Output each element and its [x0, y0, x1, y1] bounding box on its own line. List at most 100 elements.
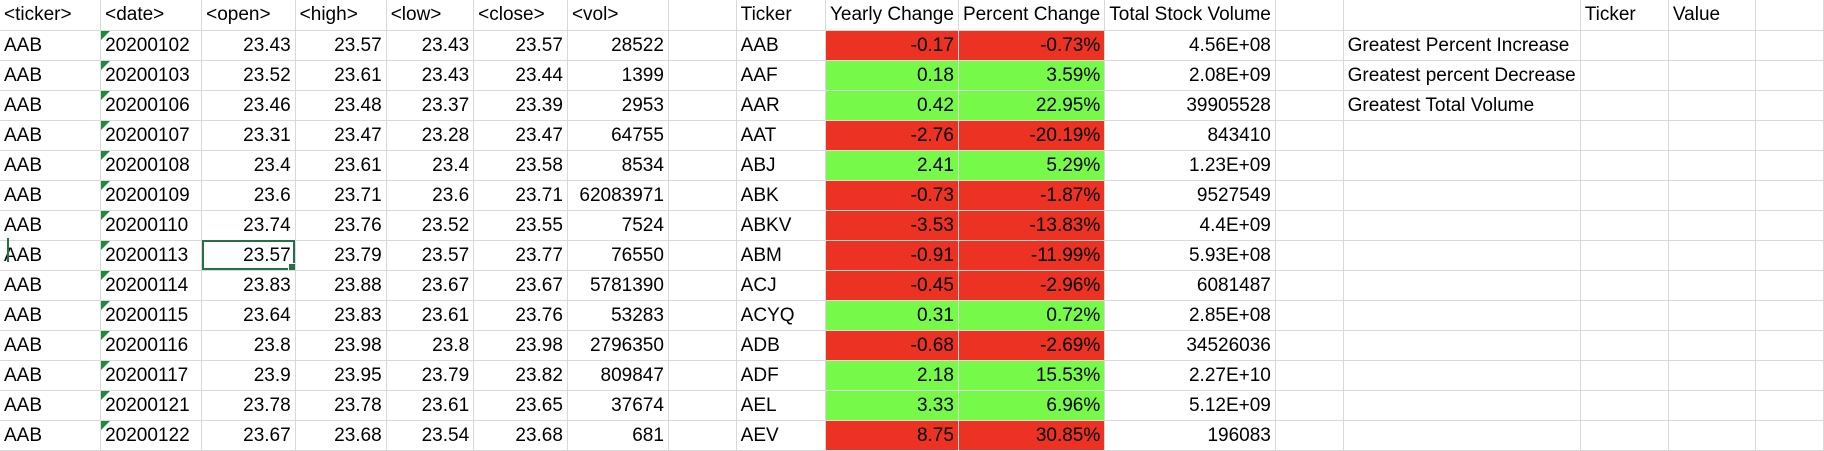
- cell-percent-change[interactable]: -2.96%: [958, 270, 1106, 301]
- empty-cell[interactable]: [668, 180, 737, 211]
- empty-cell[interactable]: [1668, 90, 1756, 121]
- empty-cell[interactable]: [668, 270, 737, 301]
- cell-date[interactable]: 20200122: [100, 420, 203, 451]
- empty-cell[interactable]: [1668, 120, 1756, 151]
- empty-cell[interactable]: [1668, 300, 1756, 331]
- empty-cell[interactable]: [1275, 330, 1344, 361]
- empty-cell[interactable]: [668, 360, 737, 391]
- empty-cell[interactable]: [1580, 330, 1669, 361]
- header-total-stock-volume[interactable]: Total Stock Volume: [1104, 0, 1276, 31]
- cell-vol[interactable]: 76550: [567, 240, 669, 271]
- cell-vol[interactable]: 37674: [567, 390, 669, 421]
- cell-low[interactable]: 23.54: [386, 420, 475, 451]
- empty-cell[interactable]: [668, 0, 737, 31]
- cell-total-volume[interactable]: 4.4E+09: [1104, 210, 1276, 241]
- cell-vol[interactable]: 681: [567, 420, 669, 451]
- cell-open[interactable]: 23.31: [201, 120, 296, 151]
- empty-cell[interactable]: [1668, 390, 1756, 421]
- cell-open[interactable]: 23.83: [201, 270, 296, 301]
- cell-low[interactable]: 23.61: [386, 390, 475, 421]
- cell-low[interactable]: 23.37: [386, 90, 475, 121]
- cell-high[interactable]: 23.79: [295, 240, 387, 271]
- cell-percent-change[interactable]: 3.59%: [958, 60, 1106, 91]
- empty-cell[interactable]: [1275, 390, 1344, 421]
- cell-high[interactable]: 23.71: [295, 180, 387, 211]
- empty-cell[interactable]: [1755, 360, 1824, 391]
- cell-close[interactable]: 23.57: [473, 30, 568, 61]
- cell-date[interactable]: 20200108: [100, 150, 203, 181]
- cell-ticker[interactable]: AAB: [0, 270, 102, 301]
- cell-date[interactable]: 20200117: [100, 360, 203, 391]
- cell-date[interactable]: 20200102: [100, 30, 203, 61]
- cell-open[interactable]: 23.8: [201, 330, 296, 361]
- cell-ticker[interactable]: AAB: [0, 240, 102, 271]
- cell-total-volume[interactable]: 6081487: [1104, 270, 1276, 301]
- empty-cell[interactable]: [1755, 390, 1824, 421]
- cell-close[interactable]: 23.77: [473, 240, 568, 271]
- cell-summary-ticker[interactable]: ABK: [736, 180, 826, 211]
- cell-close[interactable]: 23.39: [473, 90, 568, 121]
- cell-total-volume[interactable]: 843410: [1104, 120, 1276, 151]
- cell-percent-change[interactable]: -1.87%: [958, 180, 1106, 211]
- empty-cell[interactable]: [668, 150, 737, 181]
- cell-vol[interactable]: 1399: [567, 60, 669, 91]
- cell-total-volume[interactable]: 9527549: [1104, 180, 1276, 211]
- cell-low[interactable]: 23.8: [386, 330, 475, 361]
- cell-ticker[interactable]: AAB: [0, 390, 102, 421]
- cell-close[interactable]: 23.71: [473, 180, 568, 211]
- empty-cell[interactable]: [668, 60, 737, 91]
- cell-date[interactable]: 20200106: [100, 90, 203, 121]
- header-open[interactable]: <open>: [201, 0, 296, 31]
- cell-total-volume[interactable]: 1.23E+09: [1104, 150, 1276, 181]
- empty-cell[interactable]: [1755, 270, 1824, 301]
- cell-date[interactable]: 20200115: [100, 300, 203, 331]
- empty-cell[interactable]: [1580, 180, 1669, 211]
- cell-date[interactable]: 20200121: [100, 390, 203, 421]
- cell-percent-change[interactable]: -11.99%: [958, 240, 1106, 271]
- empty-cell[interactable]: [1275, 60, 1344, 91]
- cell-total-volume[interactable]: 34526036: [1104, 330, 1276, 361]
- empty-cell[interactable]: [1755, 420, 1824, 451]
- empty-cell[interactable]: [668, 330, 737, 361]
- cell-ticker[interactable]: AAB: [0, 180, 102, 211]
- empty-cell[interactable]: [1275, 420, 1344, 451]
- cell-close[interactable]: 23.82: [473, 360, 568, 391]
- cell-date[interactable]: 20200110: [100, 210, 203, 241]
- cell-summary-ticker[interactable]: ACJ: [736, 270, 826, 301]
- empty-cell[interactable]: [1668, 180, 1756, 211]
- cell-high[interactable]: 23.76: [295, 210, 387, 241]
- empty-cell[interactable]: [1343, 300, 1581, 331]
- cell-date[interactable]: 20200103: [100, 60, 203, 91]
- cell-summary-ticker[interactable]: ABKV: [736, 210, 826, 241]
- header-date[interactable]: <date>: [100, 0, 203, 31]
- cell-open[interactable]: 23.67: [201, 420, 296, 451]
- empty-cell[interactable]: [1275, 240, 1344, 271]
- empty-cell[interactable]: [1668, 420, 1756, 451]
- cell-date[interactable]: 20200107: [100, 120, 203, 151]
- cell-vol[interactable]: 809847: [567, 360, 669, 391]
- empty-cell[interactable]: [1755, 240, 1824, 271]
- cell-summary-ticker[interactable]: AAF: [736, 60, 826, 91]
- cell-total-volume[interactable]: 2.85E+08: [1104, 300, 1276, 331]
- empty-cell[interactable]: [1275, 360, 1344, 391]
- cell-percent-change[interactable]: 30.85%: [958, 420, 1106, 451]
- empty-cell[interactable]: [1343, 150, 1581, 181]
- cell-close[interactable]: 23.65: [473, 390, 568, 421]
- cell-ticker[interactable]: AAB: [0, 360, 102, 391]
- cell-summary-ticker[interactable]: ADF: [736, 360, 826, 391]
- empty-cell[interactable]: [1275, 150, 1344, 181]
- cell-high[interactable]: 23.98: [295, 330, 387, 361]
- cell-percent-change[interactable]: 15.53%: [958, 360, 1106, 391]
- empty-cell[interactable]: [668, 210, 737, 241]
- cell-summary-ticker[interactable]: ACYQ: [736, 300, 826, 331]
- cell-total-volume[interactable]: 5.12E+09: [1104, 390, 1276, 421]
- cell-total-volume[interactable]: 5.93E+08: [1104, 240, 1276, 271]
- empty-cell[interactable]: [1580, 390, 1669, 421]
- cell-date[interactable]: 20200109: [100, 180, 203, 211]
- cell-close[interactable]: 23.47: [473, 120, 568, 151]
- empty-cell[interactable]: [1343, 360, 1581, 391]
- empty-cell[interactable]: [1755, 0, 1824, 31]
- cell-close[interactable]: 23.76: [473, 300, 568, 331]
- empty-cell[interactable]: [1668, 210, 1756, 241]
- empty-cell[interactable]: [1668, 270, 1756, 301]
